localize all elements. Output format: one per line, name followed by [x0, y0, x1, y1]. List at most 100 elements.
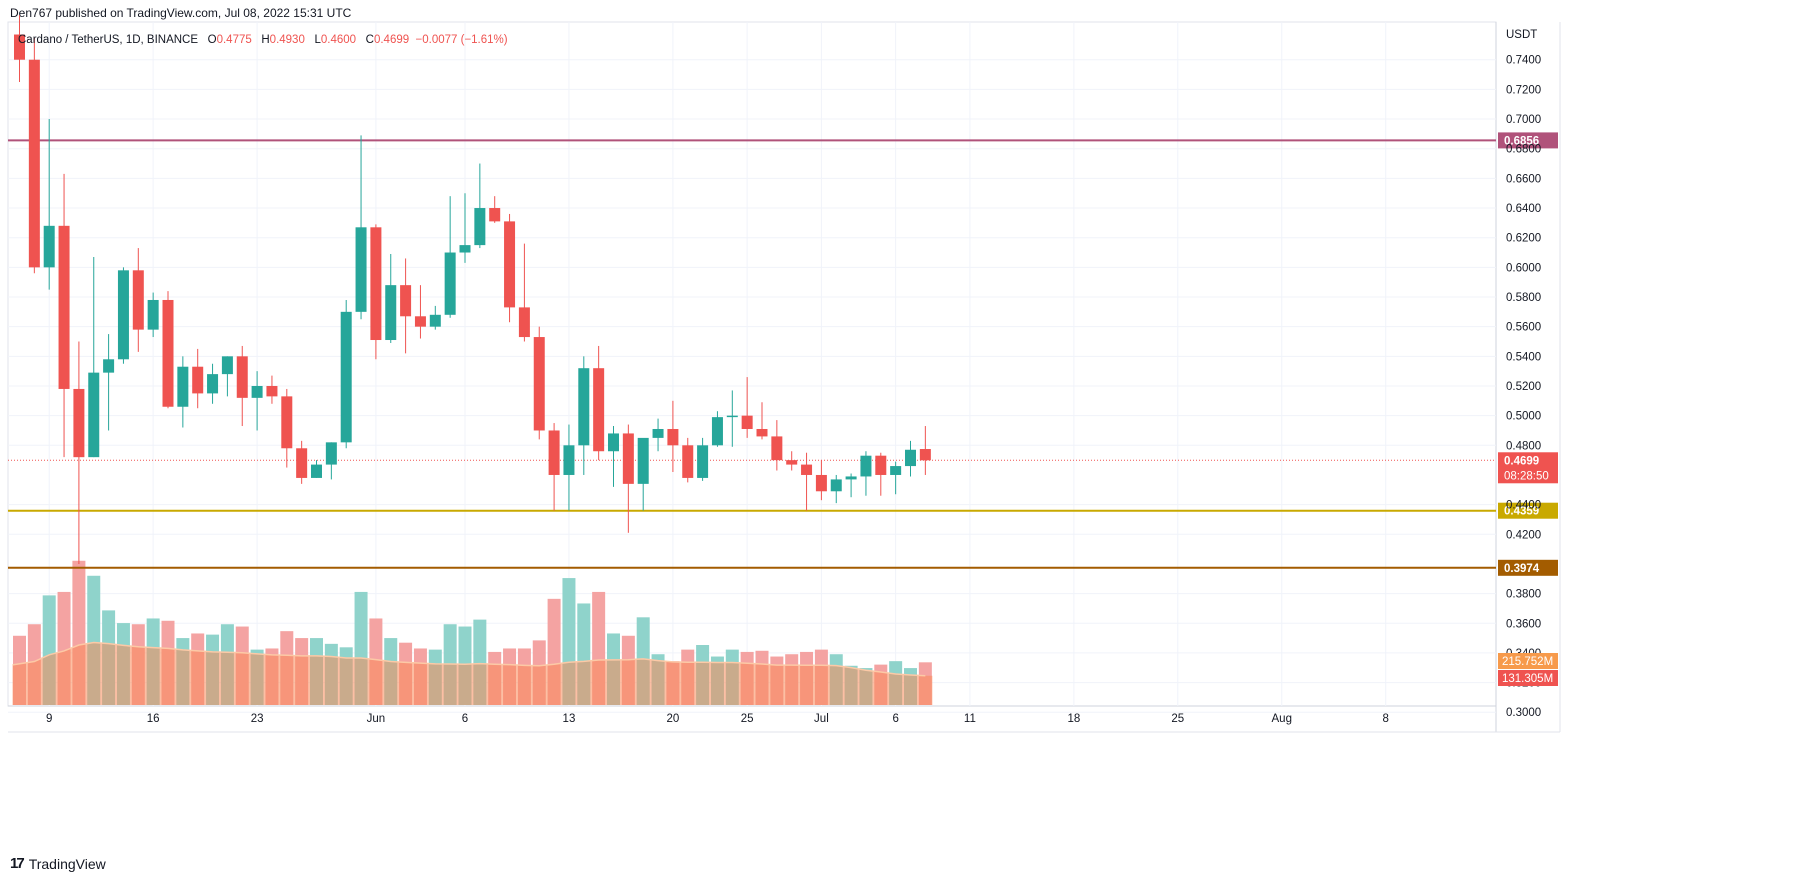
candle-body	[117, 270, 129, 360]
level-label: 0.4359	[1504, 506, 1539, 518]
volume-label-bg	[1498, 670, 1558, 686]
y-tick-label: 0.3600	[1506, 618, 1541, 630]
x-tick-label: 25	[1171, 713, 1184, 725]
volume-label-bg	[1498, 653, 1558, 669]
candle-body	[103, 359, 115, 373]
x-tick-label: Jul	[814, 713, 829, 725]
candle-body	[593, 368, 605, 452]
candle-body	[518, 307, 530, 338]
candle-body	[355, 227, 367, 312]
candle-body	[400, 285, 412, 317]
y-tick-label: 0.4800	[1506, 440, 1541, 452]
candle-body	[637, 437, 649, 484]
candle-body	[860, 455, 872, 477]
candle-body	[28, 59, 40, 268]
currency-label: USDT	[1506, 29, 1537, 41]
tradingview-logo[interactable]: 17 TradingView	[10, 855, 106, 872]
y-tick-label: 0.7000	[1506, 114, 1541, 126]
grid	[7, 21, 1561, 733]
candle-body	[385, 285, 397, 341]
candles	[14, 15, 931, 564]
candle-body	[890, 466, 902, 475]
candle-body	[58, 225, 70, 389]
x-tick-label: 25	[741, 713, 754, 725]
candle-body	[697, 445, 709, 478]
y-tick-label: 0.5200	[1506, 381, 1541, 393]
candle-body	[43, 225, 55, 268]
candle-body	[192, 366, 204, 394]
candle-body	[533, 337, 545, 431]
candle-body	[266, 385, 278, 397]
candle-body	[786, 460, 798, 465]
level-label-bg	[1498, 502, 1558, 519]
volume-label: 215.752M	[1502, 656, 1553, 668]
tradingview-brand: TradingView	[28, 855, 106, 872]
horizontal-levels: 0.6856 0.4359 0.3974 0.4699 08:28:50	[8, 132, 1558, 576]
candle-body	[162, 299, 174, 407]
candle-body	[429, 314, 441, 327]
candle-body	[73, 388, 85, 458]
level-label-bg	[1498, 132, 1558, 149]
candle-body	[815, 474, 827, 492]
candle-body	[236, 356, 248, 398]
x-tick-label: 16	[147, 713, 160, 725]
candle-body	[132, 270, 144, 330]
y-tick-label: 0.6200	[1506, 233, 1541, 245]
y-tick-label: 0.5600	[1506, 322, 1541, 334]
y-tick-label: 0.7400	[1506, 55, 1541, 67]
candle-body	[741, 415, 753, 429]
level-label: 0.3974	[1504, 563, 1540, 575]
candle-body	[667, 428, 679, 446]
y-tick-label: 0.5800	[1506, 292, 1541, 304]
candle-body	[905, 449, 916, 467]
y-tick-label: 0.6400	[1506, 203, 1541, 215]
y-tick-label: 0.6000	[1506, 262, 1541, 274]
legend-close-label: C	[365, 34, 374, 46]
candle-body	[489, 208, 501, 222]
legend-low-label: L	[314, 34, 321, 46]
x-tick-label: 9	[46, 713, 52, 725]
candle-body	[711, 417, 723, 446]
candle-body	[311, 464, 322, 478]
candle-body	[325, 442, 337, 465]
candle-body	[771, 436, 783, 461]
symbol-legend: Cardano / TetherUS, 1D, BINANCE O0.4775 …	[18, 34, 508, 46]
legend-high: 0.4930	[269, 34, 305, 46]
level-label-bg	[1498, 559, 1558, 576]
y-tick-label: 0.3000	[1506, 707, 1541, 719]
y-tick-label: 0.4200	[1506, 529, 1541, 541]
candle-body	[726, 415, 738, 418]
legend-high-label: H	[261, 34, 270, 46]
candle-body	[340, 311, 352, 443]
x-tick-label: 20	[667, 713, 680, 725]
x-tick-label: 18	[1067, 713, 1080, 725]
candle-body	[578, 368, 590, 446]
candle-body	[221, 356, 233, 375]
legend-change: −0.0077 (−1.61%)	[415, 34, 508, 46]
last-price-label: 0.4699	[1504, 455, 1539, 467]
candle-body	[622, 433, 634, 484]
volume-ma	[12, 641, 933, 705]
x-tick-label: 8	[1382, 713, 1388, 725]
level-label: 0.6856	[1504, 135, 1539, 147]
candle-body	[14, 34, 25, 60]
legend-close: 0.4699	[373, 34, 410, 46]
candle-body	[504, 221, 516, 308]
x-tick-label: Jun	[367, 713, 386, 725]
volume-label: 131.305M	[1502, 673, 1553, 685]
legend-low: 0.4600	[320, 34, 357, 46]
volume-ma-area	[12, 642, 933, 705]
last-price-label-bg	[1498, 452, 1558, 484]
candle-body	[474, 208, 486, 246]
y-tick-label: 0.6800	[1506, 144, 1541, 156]
volume-ma-line	[12, 641, 926, 677]
x-tick-label: 6	[892, 713, 898, 725]
candle-body	[88, 372, 100, 458]
candle-body	[682, 445, 694, 478]
candle-body	[251, 385, 263, 398]
countdown-label: 08:28:50	[1504, 470, 1549, 482]
candle-body	[459, 245, 471, 253]
price-axis: 0.7400 0.7200 0.7000 0.6800 0.6600 0.6400 0.62…	[1498, 29, 1558, 719]
y-tick-label: 0.5400	[1506, 351, 1541, 363]
